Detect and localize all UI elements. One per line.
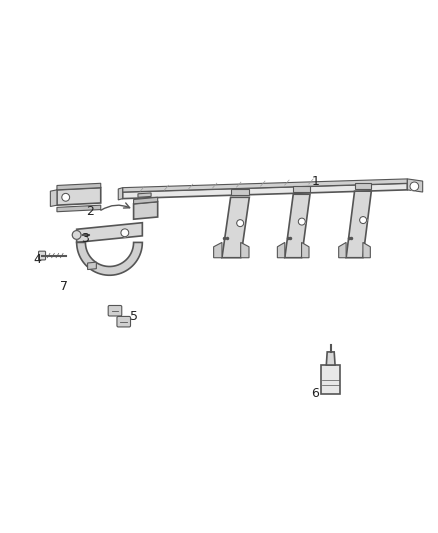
Polygon shape [50, 190, 57, 206]
Polygon shape [301, 243, 309, 258]
Polygon shape [277, 243, 285, 258]
Polygon shape [346, 191, 371, 258]
Polygon shape [326, 352, 335, 365]
Text: 4: 4 [33, 253, 41, 266]
Polygon shape [77, 243, 142, 275]
Polygon shape [57, 188, 101, 205]
Circle shape [72, 231, 81, 239]
Polygon shape [134, 201, 158, 219]
Circle shape [62, 193, 70, 201]
Polygon shape [123, 183, 407, 199]
Text: 3: 3 [81, 231, 89, 245]
Text: 2: 2 [86, 205, 94, 218]
Text: 6: 6 [311, 387, 319, 400]
Polygon shape [231, 189, 249, 195]
Polygon shape [214, 243, 222, 258]
Circle shape [237, 220, 244, 227]
FancyBboxPatch shape [108, 305, 122, 316]
Polygon shape [77, 223, 142, 243]
Polygon shape [240, 243, 249, 258]
Polygon shape [407, 179, 423, 192]
Polygon shape [138, 193, 151, 197]
Polygon shape [285, 194, 310, 258]
Circle shape [360, 216, 367, 223]
Polygon shape [363, 243, 370, 258]
Circle shape [298, 218, 305, 225]
Polygon shape [57, 205, 101, 212]
Polygon shape [88, 262, 96, 270]
Polygon shape [57, 183, 101, 190]
FancyBboxPatch shape [117, 317, 131, 327]
Polygon shape [134, 197, 158, 204]
FancyBboxPatch shape [39, 251, 46, 260]
Polygon shape [339, 243, 346, 258]
Polygon shape [293, 187, 310, 192]
Polygon shape [222, 197, 249, 258]
Circle shape [410, 182, 419, 191]
Circle shape [121, 229, 129, 237]
Polygon shape [123, 179, 407, 192]
Polygon shape [354, 183, 371, 189]
Text: 5: 5 [130, 310, 138, 324]
Text: 7: 7 [60, 280, 67, 293]
Polygon shape [321, 365, 340, 393]
Text: 1: 1 [311, 175, 319, 188]
Polygon shape [118, 188, 123, 200]
